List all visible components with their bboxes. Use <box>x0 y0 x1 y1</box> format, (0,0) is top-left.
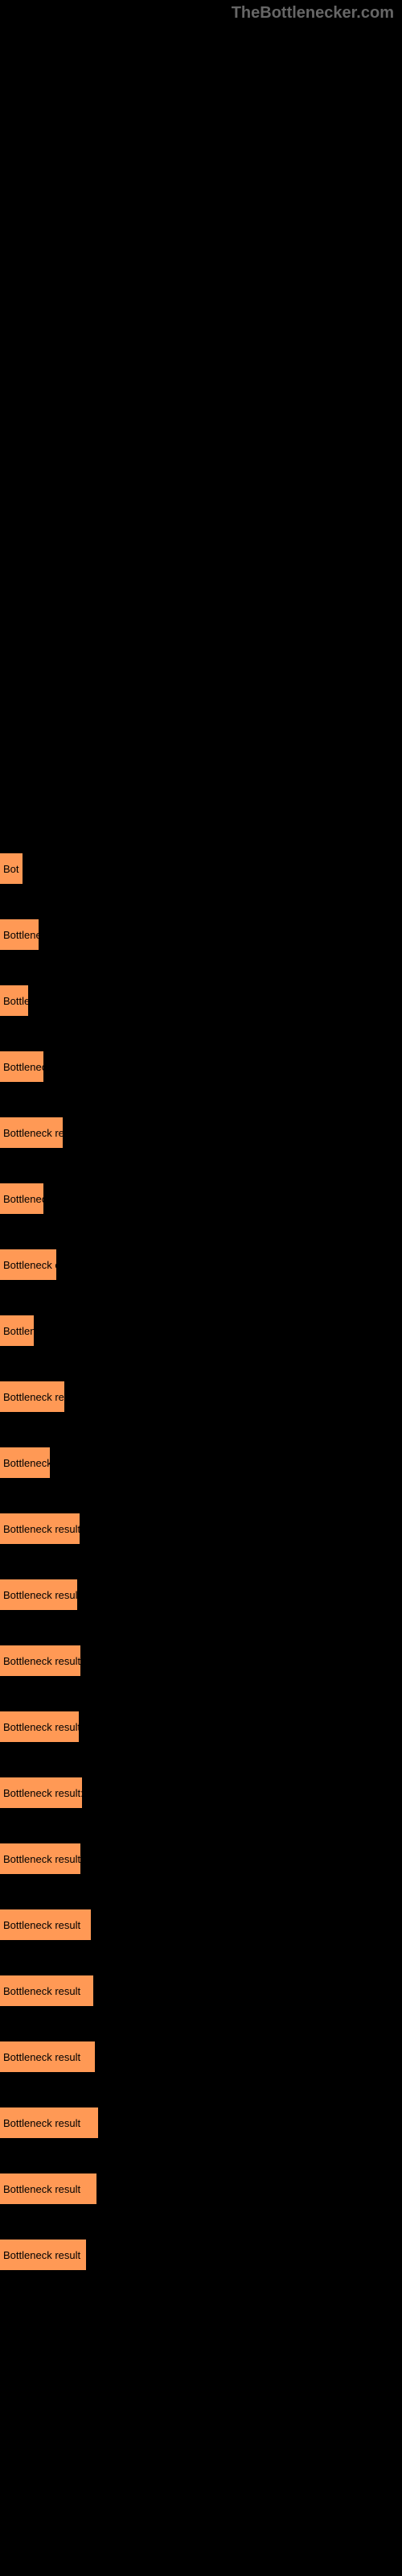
bar-chart: Bot Bottlene Bottle Bottlenec Bottleneck re B… <box>0 0 402 2270</box>
bar-row: Bottleneck result <box>0 1645 402 1676</box>
chart-bar: Bottleneck result <box>0 2174 96 2204</box>
bar-row: Bottleneck result <box>0 2107 402 2138</box>
bar-row: Bottleneck res <box>0 1381 402 1412</box>
bar-row: Bottleneck result <box>0 2174 402 2204</box>
chart-bar: Bottleneck result <box>0 2107 98 2138</box>
chart-bar: Bottlene <box>0 919 39 950</box>
bar-row: Bottleneck result <box>0 1711 402 1742</box>
bar-row: Bottleneck o <box>0 1249 402 1280</box>
bar-row: Bottleneck result <box>0 1975 402 2006</box>
bar-row: Bottleneck result <box>0 2041 402 2072</box>
bar-row: Bottleneck result <box>0 1909 402 1940</box>
chart-bar: Bottlen <box>0 1315 34 1346</box>
bar-row: Bottlene <box>0 919 402 950</box>
bar-row: Bottleneck result: <box>0 1777 402 1808</box>
bar-row: Bot <box>0 853 402 884</box>
chart-bar: Bottleneck result: <box>0 1777 82 1808</box>
bar-row: Bottlenec <box>0 1051 402 1082</box>
bar-row: Bottlen <box>0 1315 402 1346</box>
chart-bar: Bottleneck result <box>0 1579 77 1610</box>
bar-row: Bottle <box>0 985 402 1016</box>
bar-row: Bottleneck <box>0 1447 402 1478</box>
chart-bar: Bottleneck result <box>0 1909 91 1940</box>
bar-row: Bottleneck result f <box>0 1513 402 1544</box>
chart-bar: Bot <box>0 853 23 884</box>
chart-bar: Bottleneck res <box>0 1381 64 1412</box>
bar-row: Bottleneck result <box>0 1843 402 1874</box>
watermark-text: TheBottlenecker.com <box>232 4 394 23</box>
chart-bar: Bottleneck result <box>0 1975 93 2006</box>
chart-bar: Bottleneck result <box>0 2240 86 2270</box>
chart-bar: Bottleneck result <box>0 1711 79 1742</box>
chart-bar: Bottleneck re <box>0 1117 63 1148</box>
chart-bar: Bottleneck result <box>0 1645 80 1676</box>
chart-bar: Bottleneck <box>0 1447 50 1478</box>
chart-bar: Bottleneck o <box>0 1249 56 1280</box>
chart-bar: Bottlenec <box>0 1051 43 1082</box>
chart-bar: Bottle <box>0 985 28 1016</box>
chart-bar: Bottleneck result <box>0 2041 95 2072</box>
bar-row: Bottleneck re <box>0 1117 402 1148</box>
bar-row: Bottleneck result <box>0 2240 402 2270</box>
chart-bar: Bottleneck result <box>0 1843 80 1874</box>
bar-row: Bottleneck result <box>0 1579 402 1610</box>
bar-row: Bottlenec <box>0 1183 402 1214</box>
chart-bar: Bottlenec <box>0 1183 43 1214</box>
chart-bar: Bottleneck result f <box>0 1513 80 1544</box>
